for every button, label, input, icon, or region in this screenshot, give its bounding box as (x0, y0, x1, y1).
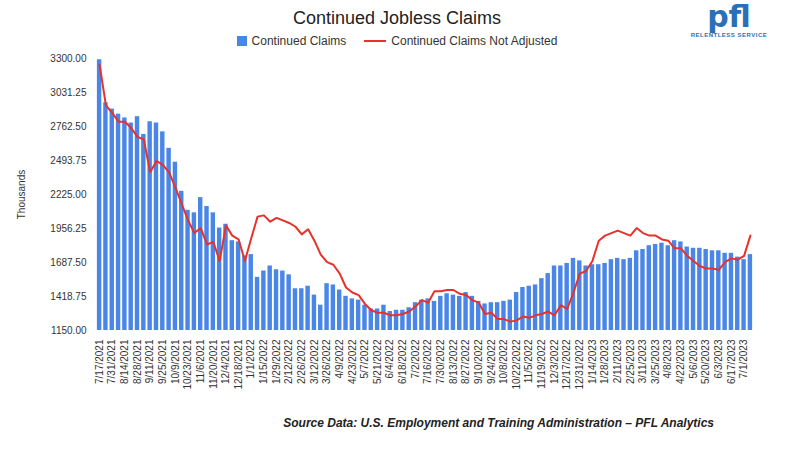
svg-text:1150.00: 1150.00 (51, 325, 87, 336)
svg-text:6/4/2022: 6/4/2022 (384, 339, 395, 378)
svg-text:4/9/2022: 4/9/2022 (334, 339, 345, 378)
svg-text:7/30/2022: 7/30/2022 (435, 339, 446, 384)
svg-text:12/31/2022: 12/31/2022 (574, 339, 585, 389)
svg-text:9/25/2021: 9/25/2021 (157, 339, 168, 384)
svg-text:11/5/2022: 11/5/2022 (523, 339, 534, 383)
svg-text:4/22/2023: 4/22/2023 (675, 339, 686, 384)
svg-text:8/27/2022: 8/27/2022 (460, 339, 471, 384)
svg-text:2/11/2023: 2/11/2023 (612, 339, 623, 383)
svg-text:7/1/2023: 7/1/2023 (738, 339, 749, 378)
svg-text:3300.00: 3300.00 (50, 53, 87, 64)
svg-text:1/1/2022: 1/1/2022 (245, 339, 256, 378)
html-text:Continued Jobless Claims: Continued Jobless Claims (292, 8, 501, 28)
html-text:Continued Claims: Continued Claims (251, 34, 347, 48)
svg-text:2/26/2022: 2/26/2022 (296, 339, 307, 384)
svg-text:3/25/2023: 3/25/2023 (650, 339, 661, 384)
svg-text:11/6/2021: 11/6/2021 (195, 339, 206, 383)
svg-text:9/10/2022: 9/10/2022 (473, 339, 484, 384)
svg-text:9/11/2021: 9/11/2021 (144, 339, 155, 383)
svg-text:1/14/2023: 1/14/2023 (587, 339, 598, 384)
svg-text:7/31/2021: 7/31/2021 (106, 339, 117, 384)
svg-text:5/21/2022: 5/21/2022 (372, 339, 383, 384)
svg-text:10/9/2021: 10/9/2021 (170, 339, 181, 384)
svg-text:8/14/2021: 8/14/2021 (119, 339, 130, 384)
html-text:Source Data: U.S. Employment a: Source Data: U.S. Employment and Trainin… (283, 416, 714, 430)
svg-text:1/15/2022: 1/15/2022 (258, 339, 269, 384)
svg-text:8/13/2022: 8/13/2022 (448, 339, 459, 384)
html-text:Continued Claims Not Adjusted: Continued Claims Not Adjusted (391, 34, 558, 48)
svg-text:10/23/2021: 10/23/2021 (182, 339, 193, 389)
svg-text:12/3/2022: 12/3/2022 (549, 339, 560, 384)
svg-text:2493.75: 2493.75 (50, 155, 87, 166)
svg-text:12/17/2022: 12/17/2022 (561, 339, 572, 389)
svg-text:11/19/2022: 11/19/2022 (536, 339, 547, 389)
svg-text:10/22/2022: 10/22/2022 (511, 339, 522, 389)
svg-text:Thousands: Thousands (16, 170, 27, 219)
svg-text:2/25/2023: 2/25/2023 (625, 339, 636, 384)
svg-text:2762.50: 2762.50 (50, 121, 87, 132)
svg-text:8/28/2021: 8/28/2021 (132, 339, 143, 384)
svg-text:7/2/2022: 7/2/2022 (410, 339, 421, 378)
svg-text:3031.25: 3031.25 (50, 87, 87, 98)
svg-text:7/16/2022: 7/16/2022 (422, 339, 433, 384)
svg-text:7/17/2021: 7/17/2021 (94, 339, 105, 384)
svg-text:10/8/2022: 10/8/2022 (498, 339, 509, 384)
svg-text:4/23/2022: 4/23/2022 (347, 339, 358, 384)
html-text:pfl: pfl (707, 0, 751, 34)
svg-text:2225.00: 2225.00 (50, 189, 87, 200)
svg-text:11/20/2021: 11/20/2021 (208, 339, 219, 389)
svg-text:3/12/2022: 3/12/2022 (309, 339, 320, 384)
svg-text:3/11/2023: 3/11/2023 (637, 339, 648, 383)
svg-text:4/8/2023: 4/8/2023 (662, 339, 673, 378)
svg-text:12/4/2021: 12/4/2021 (220, 339, 231, 384)
svg-text:5/6/2023: 5/6/2023 (688, 339, 699, 378)
svg-text:6/3/2023: 6/3/2023 (713, 339, 724, 378)
svg-text:1/28/2023: 1/28/2023 (599, 339, 610, 384)
svg-text:1687.50: 1687.50 (50, 257, 87, 268)
svg-text:5/20/2023: 5/20/2023 (700, 339, 711, 384)
svg-text:6/18/2022: 6/18/2022 (397, 339, 408, 384)
html-text:RELENTLESS SERVICE: RELENTLESS SERVICE (690, 32, 768, 38)
svg-text:3/26/2022: 3/26/2022 (321, 339, 332, 384)
svg-text:12/18/2021: 12/18/2021 (233, 339, 244, 389)
svg-text:9/24/2022: 9/24/2022 (486, 339, 497, 384)
svg-text:1418.75: 1418.75 (50, 291, 87, 302)
svg-text:5/7/2022: 5/7/2022 (359, 339, 370, 378)
svg-text:2/12/2022: 2/12/2022 (283, 339, 294, 384)
svg-text:6/17/2023: 6/17/2023 (726, 339, 737, 384)
svg-text:1956.25: 1956.25 (50, 223, 87, 234)
svg-text:1/29/2022: 1/29/2022 (271, 339, 282, 384)
